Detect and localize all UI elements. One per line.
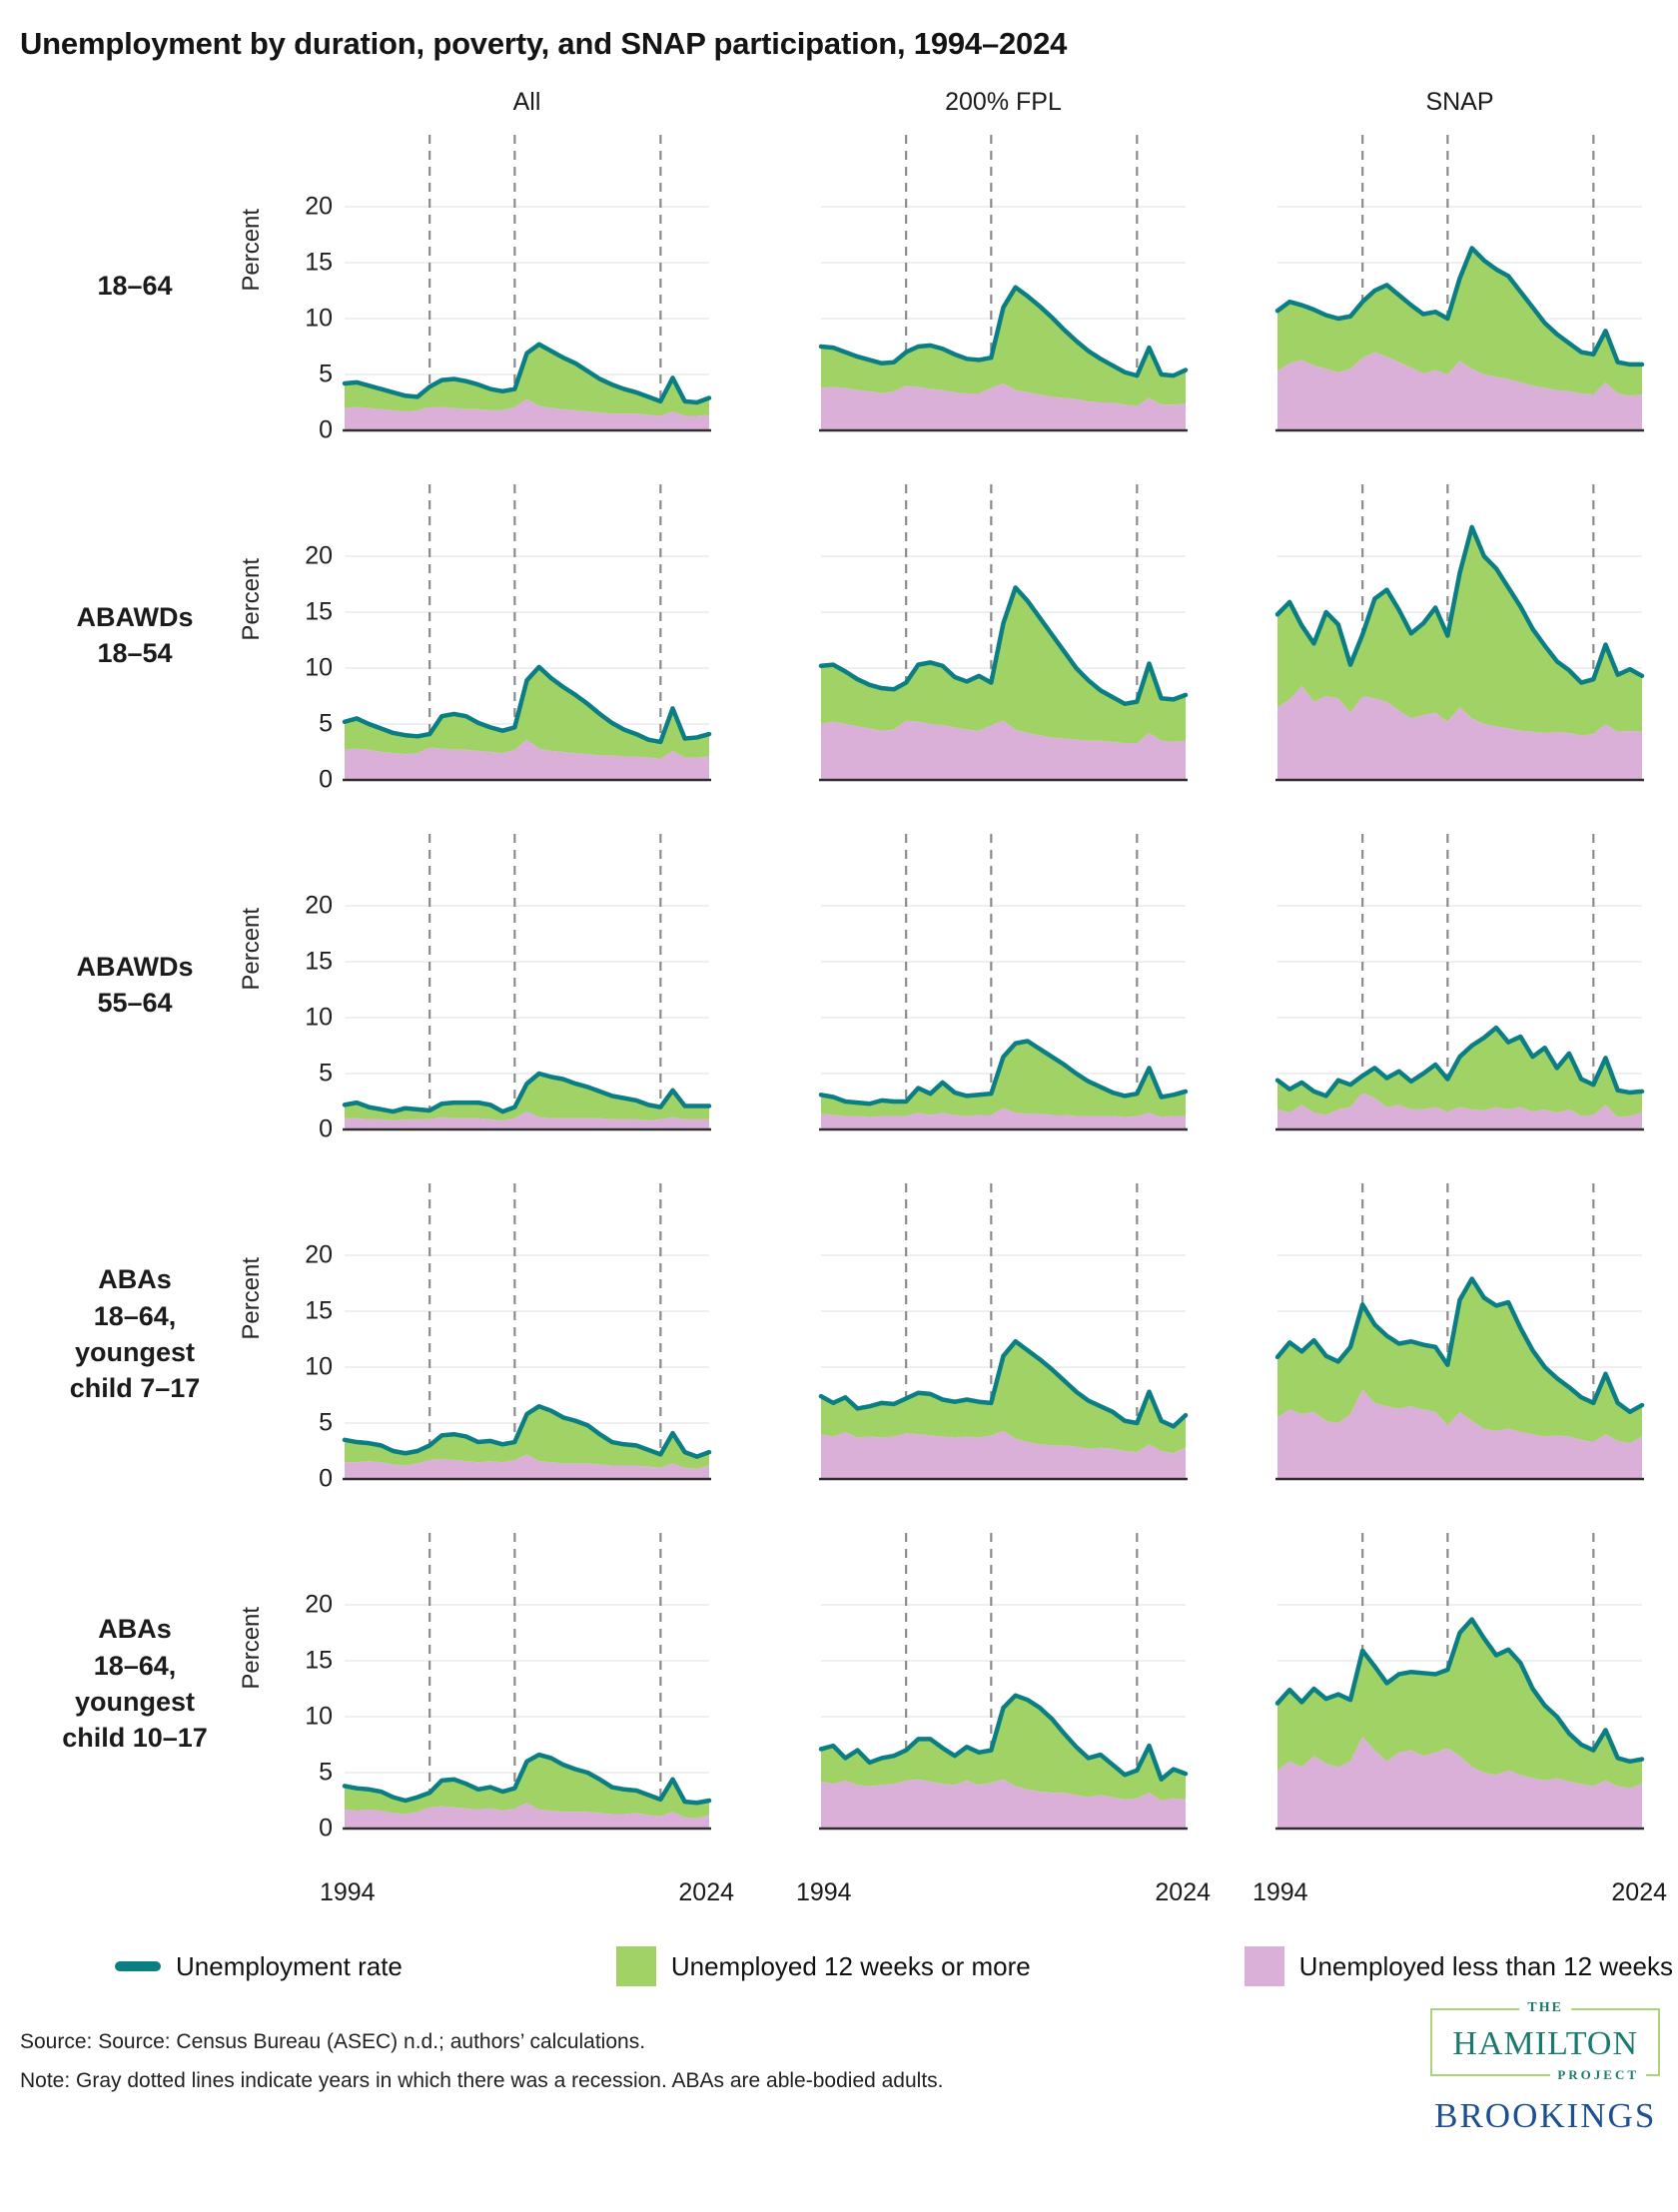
chart-row-abawds-18-54: ABAWDs 18–54 Percent 20 15 10 5 0 [20, 480, 1678, 794]
y-tick: 0 [319, 1464, 333, 1493]
logos: THE HAMILTON PROJECT BROOKINGS [1430, 2000, 1660, 2136]
y-tick: 20 [305, 1240, 333, 1269]
column-headers: All 200% FPL SNAP [20, 88, 1678, 117]
y-tick: 20 [305, 192, 333, 221]
y-tick: 5 [319, 1758, 333, 1787]
panel-abawds-55-64-snap [1274, 834, 1645, 1131]
page-title: Unemployment by duration, poverty, and S… [20, 26, 1068, 61]
chart-row-abawds-55-64: ABAWDs 55–64 Percent 20 15 10 5 0 [20, 830, 1678, 1143]
footer: Source: Source: Census Bureau (ASEC) n.d… [20, 2000, 1678, 2135]
source-text: Source: Source: Census Bureau (ASEC) n.d… [20, 2030, 646, 2053]
chart-row-18-64: 18–64 Percent 20 15 10 5 0 [20, 131, 1678, 444]
y-tick: 10 [305, 1702, 333, 1731]
panel-abawds-18-54-200fpl [818, 484, 1189, 782]
y-tick: 15 [305, 1296, 333, 1325]
y-axis: Percent 20 15 10 5 0 [238, 830, 345, 1143]
y-axis-title: Percent [238, 557, 265, 641]
y-tick: 15 [305, 947, 333, 976]
y-tick: 5 [319, 360, 333, 388]
panel-18-64-200fpl [818, 135, 1189, 432]
y-axis: Percent 20 15 10 5 0 [238, 1529, 345, 1843]
y-tick: 20 [305, 891, 333, 920]
panel-abawds-18-54-snap [1274, 484, 1645, 782]
hamilton-logo-the: THE [1519, 2000, 1571, 2016]
y-axis-title: Percent [238, 208, 265, 292]
y-axis-title: Percent [238, 1256, 265, 1340]
panel-abawds-18-54-all [342, 484, 712, 782]
y-tick: 5 [319, 1059, 333, 1088]
legend-item-rate: Unemployment rate [115, 1951, 403, 1982]
panel-abas-child-7-17-all [342, 1183, 712, 1481]
x-tick-first: 1994 [1252, 1878, 1308, 1906]
y-axis: Percent 20 15 10 5 0 [238, 131, 345, 444]
row-label: ABAs 18–64, youngest child 7–17 [69, 1264, 201, 1404]
row-label: ABAWDs 18–54 [76, 601, 194, 668]
y-tick: 15 [305, 597, 333, 626]
y-tick: 0 [319, 415, 333, 444]
legend-label: Unemployed less than 12 weeks [1298, 1950, 1673, 1981]
green-swatch-icon [615, 1946, 656, 1986]
row-label: ABAs 18–64, youngest child 10–17 [62, 1614, 208, 1754]
legend-label: Unemployment rate [176, 1950, 403, 1981]
rate-line-swatch-icon [115, 1961, 161, 1971]
y-tick: 15 [305, 1646, 333, 1675]
x-tick-last: 2024 [1611, 1878, 1668, 1906]
x-tick-first: 1994 [795, 1878, 852, 1906]
y-tick: 10 [305, 1003, 333, 1032]
note-text: Note: Gray dotted lines indicate years i… [20, 2069, 944, 2092]
panel-18-64-snap [1274, 135, 1645, 432]
panel-abas-child-10-17-snap [1274, 1533, 1645, 1831]
y-tick: 5 [319, 709, 333, 738]
y-tick: 0 [319, 1114, 333, 1143]
panel-18-64-all [342, 135, 712, 432]
y-tick: 5 [319, 1408, 333, 1437]
chart-row-abas-child-7-17: ABAs 18–64, youngest child 7–17 Percent … [20, 1179, 1678, 1493]
x-tick-last: 2024 [678, 1878, 735, 1906]
row-label: ABAWDs 55–64 [76, 951, 194, 1018]
y-axis: Percent 20 15 10 5 0 [238, 480, 345, 794]
y-tick: 0 [319, 1814, 333, 1843]
column-header-snap: SNAP [1425, 88, 1494, 116]
legend-label: Unemployed 12 weeks or more [670, 1950, 1031, 1981]
y-axis-title: Percent [238, 907, 265, 991]
pink-swatch-icon [1244, 1946, 1284, 1986]
chart-row-abas-child-10-17: ABAs 18–64, youngest child 10–17 Percent… [20, 1529, 1678, 1843]
row-label: 18–64 [97, 270, 173, 301]
panel-abas-child-10-17-all [342, 1533, 712, 1831]
legend-item-less-than-12-weeks: Unemployed less than 12 weeks [1244, 1946, 1673, 1986]
panel-abas-child-7-17-snap [1274, 1183, 1645, 1481]
hamilton-logo-name: HAMILTON [1452, 2025, 1638, 2062]
x-tick-last: 2024 [1155, 1878, 1212, 1906]
y-tick: 10 [305, 1352, 333, 1381]
y-axis-title: Percent [238, 1606, 265, 1690]
hamilton-project-logo: THE HAMILTON PROJECT [1430, 2000, 1660, 2083]
y-axis: Percent 20 15 10 5 0 [238, 1179, 345, 1493]
x-axis-labels: 1994 2024 1994 2024 1994 2024 [20, 1878, 1678, 1912]
hamilton-logo-project: PROJECT [1550, 2067, 1646, 2083]
panel-abas-child-10-17-200fpl [818, 1533, 1189, 1831]
y-tick: 20 [305, 1590, 333, 1619]
legend: Unemployment rate Unemployed 12 weeks or… [115, 1946, 1673, 1986]
x-tick-first: 1994 [319, 1878, 376, 1906]
y-tick: 15 [305, 248, 333, 277]
panel-abawds-55-64-all [342, 834, 712, 1131]
column-header-all: All [512, 88, 541, 116]
y-tick: 20 [305, 541, 333, 570]
y-tick: 10 [305, 304, 333, 333]
legend-item-12-weeks-or-more: Unemployed 12 weeks or more [615, 1946, 1031, 1986]
y-tick: 0 [319, 765, 333, 794]
panel-abawds-55-64-200fpl [818, 834, 1189, 1131]
brookings-logo: BROOKINGS [1434, 2096, 1657, 2135]
column-header-200fpl: 200% FPL [945, 88, 1062, 116]
y-tick: 10 [305, 653, 333, 682]
panel-abas-child-7-17-200fpl [818, 1183, 1189, 1481]
